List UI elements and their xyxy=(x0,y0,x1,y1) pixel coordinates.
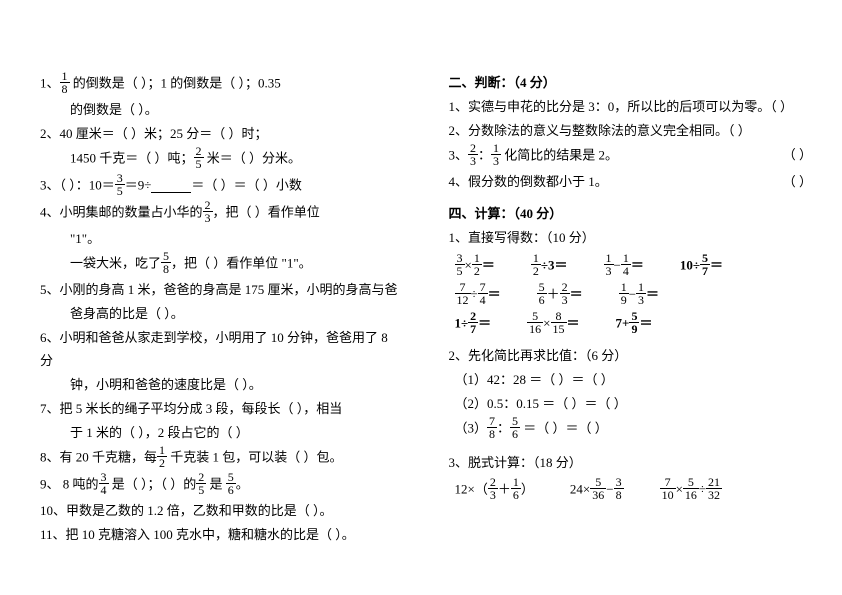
eq8: 1÷27＝ xyxy=(455,312,492,337)
calc-3-title: 3、脱式计算：（18 分） xyxy=(449,452,813,474)
right-column: 二、判断：（4 分） 1、实德与申花的比分是 3：0，所以比的后项可以为零。（ … xyxy=(429,0,842,595)
expr1: 12×（23＋16） xyxy=(455,478,534,503)
q9: 9、 8 吨的34 是（ ）；（ ）的25 是 56。 xyxy=(40,473,404,498)
blank xyxy=(151,192,191,193)
eq-row-1: 35×12＝ 12÷3＝ 13−14＝ 10÷57＝ xyxy=(455,254,813,279)
q10: 10、甲数是乙数的 1.2 倍，乙数和甲数的比是（ ）。 xyxy=(40,500,404,522)
section-4-title: 四、计算：（40 分） xyxy=(449,203,813,225)
simp-3: （3）78：56 ＝（ ）＝（ ） xyxy=(455,417,813,442)
q1-prefix: 1、 xyxy=(40,75,60,90)
expr3: 710×516÷2132 xyxy=(660,478,722,503)
judge-4: 4、假分数的倒数都小于 1。 （ ） xyxy=(449,171,813,193)
judge-2: 2、分数除法的意义与整数除法的意义完全相同。（ ） xyxy=(449,120,813,142)
eq2: 12÷3＝ xyxy=(531,254,568,279)
expr-row: 12×（23＋16） 24×536−38 710×516÷2132 xyxy=(455,478,813,503)
judge-1: 1、实德与申花的比分是 3：0，所以比的后项可以为零。（ ） xyxy=(449,96,813,118)
q5-line2: 爸身高的比是（ ）。 xyxy=(40,303,404,325)
judge-3: 3、23：13 化简比的结果是 2。 （ ） xyxy=(449,144,813,169)
frac-1-8: 18 xyxy=(60,70,70,95)
q1-line2: 的倒数是（ ）。 xyxy=(40,99,404,121)
frac-3-5: 35 xyxy=(115,172,125,197)
eq10: 7+59＝ xyxy=(616,312,653,337)
simp-2: （2）0.5：0.15 ＝（ ）＝（ ） xyxy=(455,393,813,415)
q1-line1: 1、18 的倒数是（ ）；1 的倒数是（ ）；0.35 xyxy=(40,72,404,97)
q4-line1: 4、小明集邮的数量占小华的23，把（ ）看作单位 xyxy=(40,201,404,226)
eq6: 56＋23＝ xyxy=(537,283,583,308)
q2-line2: 1450 千克＝（ ）吨；25 米＝（ ）分米。 xyxy=(40,147,404,172)
eq-row-2: 712÷74＝ 56＋23＝ 19−13＝ xyxy=(455,283,813,308)
q8: 8、有 20 千克糖，每12 千克装 1 包，可以装（ ）包。 xyxy=(40,446,404,471)
q11: 11、把 10 克糖溶入 100 克水中，糖和糖水的比是（ ）。 xyxy=(40,524,404,546)
frac-2-5: 25 xyxy=(194,145,204,170)
calc-1-title: 1、直接写得数：（10 分） xyxy=(449,227,813,249)
calc-2-title: 2、先化简比再求比值：（6 分） xyxy=(449,345,813,367)
q2-line1: 2、40 厘米＝（ ）米；25 分＝（ ）时； xyxy=(40,123,404,145)
frac-5-8: 58 xyxy=(161,250,171,275)
eq5: 712÷74＝ xyxy=(455,283,501,308)
q7-line2: 于 1 米的（ ），2 段占它的（ ） xyxy=(40,422,404,444)
eq1: 35×12＝ xyxy=(455,254,495,279)
eq9: 516×815＝ xyxy=(527,312,579,337)
simp-1: （1）42：28 ＝（ ）＝（ ） xyxy=(455,369,813,391)
q4-line2: "1"。 xyxy=(40,228,404,250)
eq-row-3: 1÷27＝ 516×815＝ 7+59＝ xyxy=(455,312,813,337)
eq3: 13−14＝ xyxy=(604,254,644,279)
q7-line1: 7、把 5 米长的绳子平均分成 3 段，每段长（ ），相当 xyxy=(40,398,404,420)
expr2: 24×536−38 xyxy=(570,478,624,503)
page: 1、18 的倒数是（ ）；1 的倒数是（ ）；0.35 的倒数是（ ）。 2、4… xyxy=(0,0,842,595)
section-2-title: 二、判断：（4 分） xyxy=(449,72,813,94)
frac-2-5b: 25 xyxy=(196,471,206,496)
left-column: 1、18 的倒数是（ ）；1 的倒数是（ ）；0.35 的倒数是（ ）。 2、4… xyxy=(0,0,429,595)
frac-2-3: 23 xyxy=(203,199,213,224)
frac-3-4: 34 xyxy=(99,471,109,496)
q1-text: 的倒数是（ ）；1 的倒数是（ ）；0.35 xyxy=(70,75,281,90)
q3: 3、（ ）：10＝35＝9÷＝（ ）＝（ ）小数 xyxy=(40,174,404,199)
q6-line2: 钟，小明和爸爸的速度比是（ ）。 xyxy=(40,374,404,396)
frac-5-6: 56 xyxy=(226,471,236,496)
q4-line3: 一袋大米，吃了58，把（ ）看作单位 "1"。 xyxy=(40,252,404,277)
frac-1-2: 12 xyxy=(157,444,167,469)
eq7: 19−13＝ xyxy=(619,283,659,308)
q6-line1: 6、小明和爸爸从家走到学校，小明用了 10 分钟，爸爸用了 8 分 xyxy=(40,327,404,371)
q5-line1: 5、小刚的身高 1 米，爸爸的身高是 175 厘米，小明的身高与爸 xyxy=(40,279,404,301)
eq4: 10÷57＝ xyxy=(680,254,723,279)
